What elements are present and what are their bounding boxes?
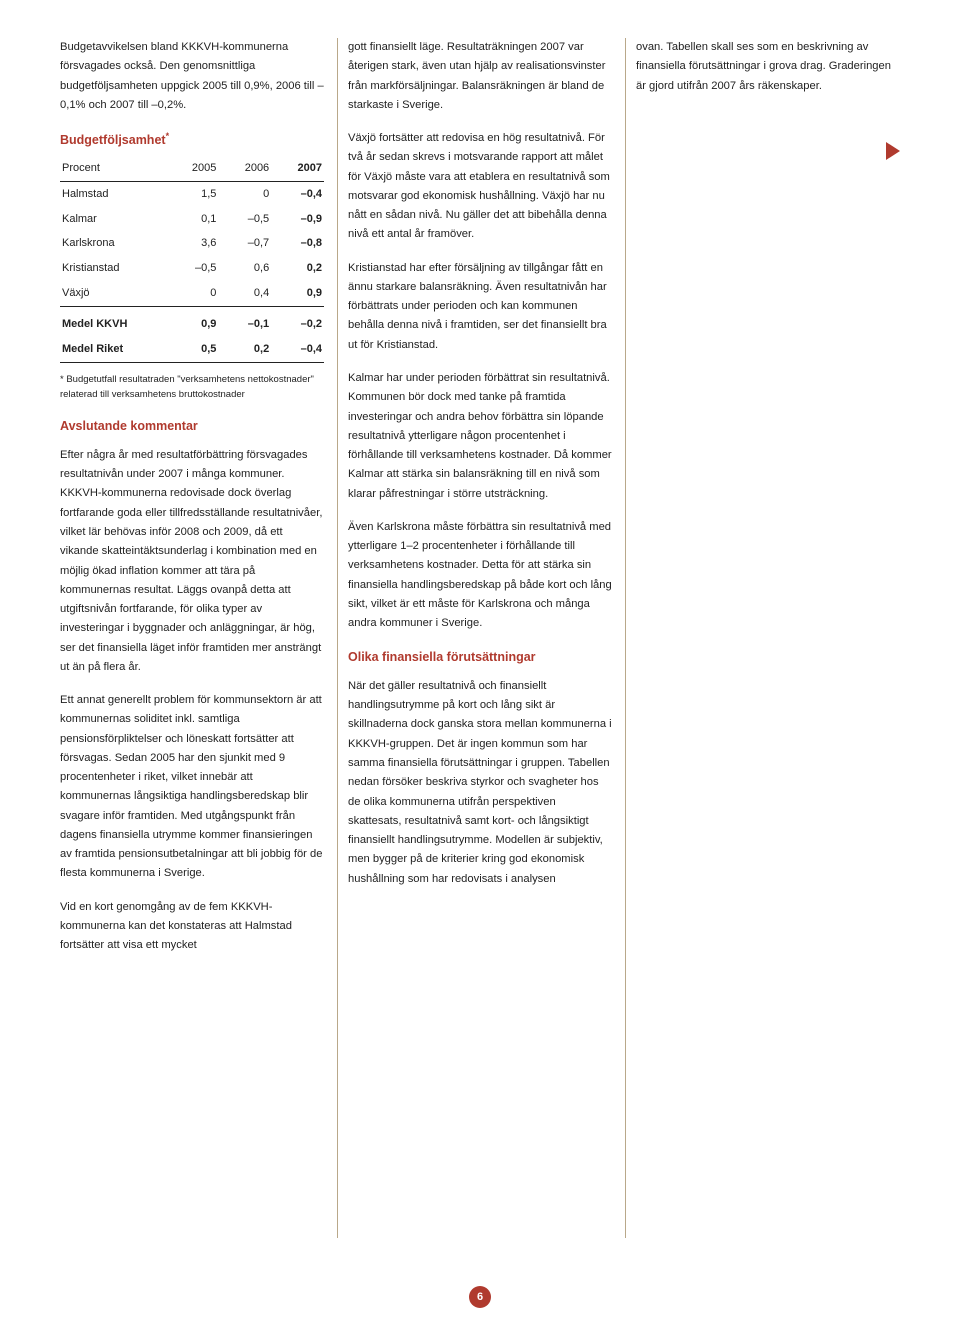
table-cell: Halmstad — [60, 181, 166, 206]
col-head: 2007 — [271, 156, 324, 181]
body-paragraph: gott finansiellt läge. Resultaträkningen… — [348, 38, 612, 115]
table-cell: –0,1 — [218, 307, 271, 337]
intro-paragraph: Budgetavvikelsen bland KKKVH-kommunerna … — [60, 38, 324, 115]
table-cell: Medel KKVH — [60, 307, 166, 337]
text-columns: Budgetavvikelsen bland KKKVH-kommunerna … — [60, 38, 900, 970]
table-cell: Karlskrona — [60, 231, 166, 256]
table-cell: 0 — [166, 281, 219, 306]
col-head: 2005 — [166, 156, 219, 181]
col-head: Procent — [60, 156, 166, 181]
body-paragraph: Även Karlskrona måste förbättra sin resu… — [348, 518, 612, 634]
table-cell: Medel Riket — [60, 337, 166, 362]
body-paragraph: När det gäller resultatnivå och finansie… — [348, 677, 612, 889]
table-cell: –0,4 — [271, 337, 324, 362]
table-cell: 1,5 — [166, 181, 219, 206]
table-cell: Kristianstad — [60, 256, 166, 281]
column-3: ovan. Tabellen skall ses som en beskrivn… — [636, 38, 900, 970]
table-row: Kristianstad–0,50,60,2 — [60, 256, 324, 281]
table-title: Budgetföljsamhet* — [60, 129, 324, 152]
column-divider-2 — [625, 38, 626, 1238]
table-cell: –0,8 — [271, 231, 324, 256]
table-cell: 0,6 — [218, 256, 271, 281]
table-cell: 0,1 — [166, 207, 219, 232]
table-summary: Medel KKVH0,9–0,1–0,2Medel Riket0,50,2–0… — [60, 307, 324, 363]
body-paragraph: Vid en kort genomgång av de fem KKKVH-ko… — [60, 898, 324, 956]
budget-table: Procent 2005 2006 2007 Halmstad1,50–0,4K… — [60, 156, 324, 363]
table-cell: –0,5 — [166, 256, 219, 281]
table-row: Medel Riket0,50,2–0,4 — [60, 337, 324, 362]
heading-olika: Olika finansiella förutsättningar — [348, 647, 612, 669]
body-paragraph: Kalmar har under perioden förbättrat sin… — [348, 369, 612, 504]
table-cell: 0,5 — [166, 337, 219, 362]
table-cell: –0,9 — [271, 207, 324, 232]
table-cell: 0 — [218, 181, 271, 206]
table-row: Halmstad1,50–0,4 — [60, 181, 324, 206]
body-paragraph: Kristianstad har efter försäljning av ti… — [348, 259, 612, 355]
heading-avslutande: Avslutande kommentar — [60, 416, 324, 438]
body-paragraph: Växjö fortsätter att redovisa en hög res… — [348, 129, 612, 245]
next-arrow-icon — [886, 142, 900, 160]
body-paragraph: Efter några år med resultatförbättring f… — [60, 446, 324, 677]
table-body: Halmstad1,50–0,4Kalmar0,1–0,5–0,9Karlskr… — [60, 181, 324, 307]
col-head: 2006 — [218, 156, 271, 181]
table-header-row: Procent 2005 2006 2007 — [60, 156, 324, 181]
table-row: Kalmar0,1–0,5–0,9 — [60, 207, 324, 232]
table-cell: Kalmar — [60, 207, 166, 232]
table-row: Karlskrona3,6–0,7–0,8 — [60, 231, 324, 256]
table-row: Växjö00,40,9 — [60, 281, 324, 306]
column-1: Budgetavvikelsen bland KKKVH-kommunerna … — [60, 38, 324, 970]
table-cell: –0,2 — [271, 307, 324, 337]
table-cell: 0,2 — [218, 337, 271, 362]
table-cell: –0,7 — [218, 231, 271, 256]
body-paragraph: Ett annat generellt problem för kommunse… — [60, 691, 324, 884]
table-cell: Växjö — [60, 281, 166, 306]
body-paragraph: ovan. Tabellen skall ses som en beskrivn… — [636, 38, 900, 96]
table-cell: 0,4 — [218, 281, 271, 306]
table-cell: 0,9 — [271, 281, 324, 306]
table-cell: 0,9 — [166, 307, 219, 337]
page-number-badge: 6 — [469, 1286, 491, 1308]
column-2: gott finansiellt läge. Resultaträkningen… — [348, 38, 612, 970]
column-divider-1 — [337, 38, 338, 1238]
table-cell: 0,2 — [271, 256, 324, 281]
table-row: Medel KKVH0,9–0,1–0,2 — [60, 307, 324, 337]
table-cell: –0,4 — [271, 181, 324, 206]
table-cell: –0,5 — [218, 207, 271, 232]
table-cell: 3,6 — [166, 231, 219, 256]
table-footnote: * Budgetutfall resultatraden "verksamhet… — [60, 373, 324, 402]
